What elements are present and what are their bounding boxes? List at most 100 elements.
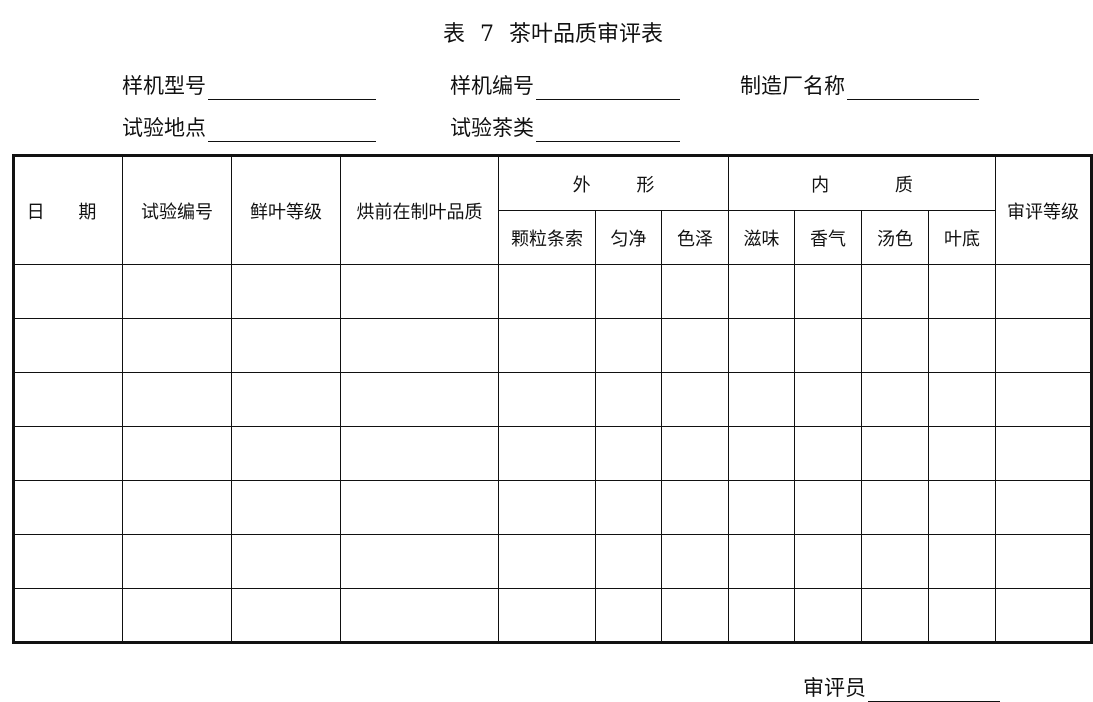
site-field: 试验地点 [122,112,376,142]
table-cell[interactable] [498,372,596,427]
table-cell[interactable] [13,426,123,481]
table-cell[interactable] [661,534,729,589]
table-cell[interactable] [861,534,929,589]
table-cell[interactable] [595,480,662,535]
table-cell[interactable] [595,588,662,643]
table-cell[interactable] [661,372,729,427]
table-cell[interactable] [122,318,232,373]
table-cell[interactable] [927,480,997,535]
table-cell[interactable] [861,480,929,535]
table-cell[interactable] [231,534,341,589]
table-cell[interactable] [340,426,499,481]
table-cell[interactable] [661,588,729,643]
table-cell[interactable] [231,372,341,427]
table-cell[interactable] [340,318,499,373]
table-cell[interactable] [231,480,341,535]
table-cell[interactable] [927,318,997,373]
table-cell[interactable] [498,534,596,589]
table-cell[interactable] [340,480,499,535]
table-cell[interactable] [595,318,662,373]
table-cell[interactable] [995,264,1093,319]
table-cell[interactable] [122,480,232,535]
table-cell[interactable] [927,372,997,427]
table-cell[interactable] [861,318,929,373]
table-cell[interactable] [13,318,123,373]
table-cell[interactable] [661,480,729,535]
table-cell[interactable] [728,480,795,535]
site-blank[interactable] [208,119,376,142]
table-cell[interactable] [498,264,596,319]
site-label: 试验地点 [122,116,206,140]
table-cell[interactable] [728,426,795,481]
sub-header: 色泽 [661,210,729,265]
header-leaf-grade: 鲜叶等级 [231,155,341,265]
table-cell[interactable] [927,426,997,481]
table-cell[interactable] [794,480,862,535]
table-cell[interactable] [661,426,729,481]
table-cell[interactable] [794,426,862,481]
table-cell[interactable] [794,264,862,319]
table-cell[interactable] [861,264,929,319]
model-blank[interactable] [208,77,376,100]
table-cell[interactable] [995,534,1093,589]
table-cell[interactable] [122,426,232,481]
maker-field: 制造厂名称 [740,70,979,100]
table-cell[interactable] [794,534,862,589]
table-cell[interactable] [661,264,729,319]
table-cell[interactable] [728,534,795,589]
table-cell[interactable] [340,372,499,427]
table-cell[interactable] [861,588,929,643]
table-cell[interactable] [13,534,123,589]
table-cell[interactable] [340,588,499,643]
table-cell[interactable] [231,318,341,373]
sub-header: 滋味 [728,210,795,265]
table-cell[interactable] [927,264,997,319]
table-cell[interactable] [122,588,232,643]
table-cell[interactable] [995,318,1093,373]
table-cell[interactable] [995,426,1093,481]
table-cell[interactable] [995,372,1093,427]
table-cell[interactable] [498,426,596,481]
table-cell[interactable] [595,264,662,319]
table-cell[interactable] [13,588,123,643]
tea-blank[interactable] [536,119,680,142]
sub-header: 匀净 [595,210,662,265]
table-cell[interactable] [927,534,997,589]
table-cell[interactable] [498,480,596,535]
table-cell[interactable] [122,372,232,427]
table-cell[interactable] [794,318,862,373]
header-date: 日 期 [13,155,123,265]
page-title: 表 7 茶叶品质审评表 [443,22,663,47]
table-row [13,534,1093,589]
table-cell[interactable] [728,372,795,427]
table-row [13,264,1093,319]
table-cell[interactable] [340,534,499,589]
table-cell[interactable] [995,588,1093,643]
table-cell[interactable] [231,426,341,481]
table-cell[interactable] [728,264,795,319]
table-cell[interactable] [995,480,1093,535]
table-cell[interactable] [927,588,997,643]
table-cell[interactable] [13,264,123,319]
table-cell[interactable] [13,372,123,427]
number-blank[interactable] [536,77,680,100]
table-cell[interactable] [498,318,596,373]
table-cell[interactable] [595,534,662,589]
table-cell[interactable] [861,426,929,481]
table-cell[interactable] [231,588,341,643]
table-cell[interactable] [728,318,795,373]
table-cell[interactable] [231,264,341,319]
table-cell[interactable] [661,318,729,373]
table-cell[interactable] [794,372,862,427]
table-cell[interactable] [861,372,929,427]
maker-blank[interactable] [847,77,979,100]
table-cell[interactable] [498,588,596,643]
table-cell[interactable] [340,264,499,319]
table-cell[interactable] [13,480,123,535]
table-cell[interactable] [122,264,232,319]
table-cell[interactable] [794,588,862,643]
table-cell[interactable] [122,534,232,589]
table-cell[interactable] [595,372,662,427]
table-cell[interactable] [595,426,662,481]
table-cell[interactable] [728,588,795,643]
